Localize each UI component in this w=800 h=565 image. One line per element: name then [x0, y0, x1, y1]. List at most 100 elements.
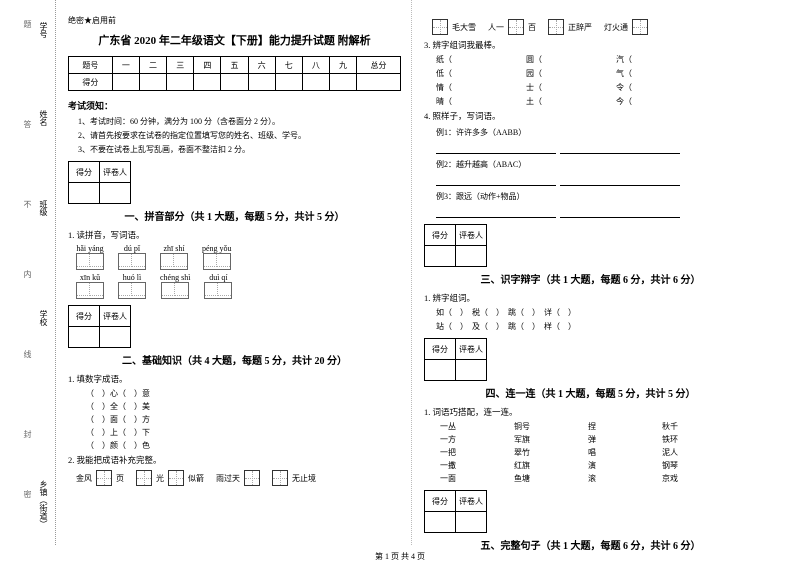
example-row: 例3：跟远（动作+物品） — [436, 191, 757, 202]
word-pair-row[interactable]: 纸（圆（汽（ — [436, 54, 757, 65]
example-text: 例2：越升越高（ABAC） — [436, 160, 526, 169]
match-text: 一把 — [440, 447, 514, 458]
tianzi-box[interactable] — [96, 470, 112, 486]
score-th: 题号 — [69, 57, 113, 74]
tianzi-box[interactable] — [508, 19, 524, 35]
grader-box: 得分评卷人 — [424, 490, 487, 533]
example-row: 例2：越升越高（ABAC） — [436, 159, 757, 170]
blank-line[interactable] — [436, 207, 757, 218]
fill-item[interactable]: （ ）全（ ）美 — [86, 401, 401, 412]
match-text: 一丛 — [440, 421, 514, 432]
q5-text: 跳（ ） — [508, 308, 540, 317]
blank-line[interactable] — [436, 175, 757, 186]
match-text: 鱼塘 — [514, 473, 588, 484]
q2b-heading: 2. 我能把成语补充完整。 — [68, 454, 401, 466]
char-grid[interactable] — [161, 282, 189, 299]
notice-heading: 考试须知： — [68, 99, 401, 112]
match-text: 京戏 — [662, 473, 736, 484]
char-grid[interactable] — [76, 282, 104, 299]
exam-page: 学号 姓名 班级 学校 乡镇（街道） 题 答 不 内 线 封 密 绝密★启用前 … — [0, 0, 800, 545]
q5-text: 跳（ ） — [508, 322, 540, 331]
word-pair-row[interactable]: 情（士（令（ — [436, 82, 757, 93]
char-grid[interactable] — [204, 282, 232, 299]
tianzi-box[interactable] — [272, 470, 288, 486]
score-th: 九 — [329, 57, 356, 74]
word-pair-row[interactable]: 低（园（气（ — [436, 68, 757, 79]
seal-char: 题 — [22, 20, 33, 28]
idiom-text: 雨过天 — [216, 473, 240, 484]
idiom-text: 毛大雪 — [452, 22, 476, 33]
match-text: 翠竹 — [514, 447, 588, 458]
left-column: 绝密★启用前 广东省 2020 年二年级语文【下册】能力提升试题 附解析 题号 … — [56, 0, 411, 545]
pair-text: 气（ — [616, 68, 706, 79]
tianzi-box[interactable] — [244, 470, 260, 486]
gutter-lbl: 学校 — [38, 310, 49, 326]
tianzi-box[interactable] — [168, 470, 184, 486]
fill-item[interactable]: （ ）面（ ）方 — [86, 414, 401, 425]
pinyin-item: péng yǒu — [202, 244, 232, 270]
match-text: 红旗 — [514, 460, 588, 471]
section-1-title: 一、拼音部分（共 1 大题，每题 5 分，共计 5 分） — [68, 208, 401, 223]
match-row[interactable]: 一方军旗弹铁环 — [440, 434, 757, 445]
fill-item[interactable]: （ ）上（ ）下 — [86, 427, 401, 438]
pinyin-text: huó lì — [123, 273, 141, 282]
tianzi-box[interactable] — [632, 19, 648, 35]
seal-char: 内 — [22, 270, 33, 278]
example-text: 例3：跟远（动作+物品） — [436, 192, 525, 201]
fill-item[interactable]: （ ）心（ ）意 — [86, 388, 401, 399]
match-text: 铁环 — [662, 434, 736, 445]
match-text: 唱 — [588, 447, 662, 458]
pair-text: 情（ — [436, 82, 526, 93]
idiom-text: 金风 — [76, 473, 92, 484]
grader-box: 得分评卷人 — [424, 224, 487, 267]
idiom-text: 无止境 — [292, 473, 316, 484]
match-row[interactable]: 一丛铜号捏秋千 — [440, 421, 757, 432]
char-grid[interactable] — [118, 253, 146, 270]
score-th: 一 — [112, 57, 139, 74]
blank-line[interactable] — [436, 143, 757, 154]
pair-text: 纸（ — [436, 54, 526, 65]
tianzi-box[interactable] — [136, 470, 152, 486]
score-th: 四 — [194, 57, 221, 74]
match-text: 一方 — [440, 434, 514, 445]
exam-title: 广东省 2020 年二年级语文【下册】能力提升试题 附解析 — [68, 32, 401, 48]
pinyin-text: xīn kǔ — [80, 273, 100, 282]
score-th: 七 — [275, 57, 302, 74]
seal-char: 封 — [22, 430, 33, 438]
q2-heading: 1. 填数字成语。 — [68, 373, 401, 385]
q5-text: 如（ ） — [436, 308, 468, 317]
score-td: 得分 — [69, 74, 113, 91]
score-th: 三 — [167, 57, 194, 74]
char-grid[interactable] — [118, 282, 146, 299]
tianzi-box[interactable] — [548, 19, 564, 35]
q5-text: 税（ ） — [472, 308, 504, 317]
tianzi-box[interactable] — [432, 19, 448, 35]
pair-text: 士（ — [526, 82, 616, 93]
q1-heading: 1. 读拼音，写词语。 — [68, 229, 401, 241]
q5-text: 样（ ） — [544, 322, 576, 331]
q5-row[interactable]: 站（ ） 及（ ） 跳（ ） 样（ ） — [436, 321, 757, 332]
section-5-title: 五、完整句子（共 1 大题，每题 6 分，共计 6 分） — [424, 537, 757, 552]
notice-item: 2、请首先按要求在试卷的指定位置填写您的姓名、班级、学号。 — [78, 130, 401, 141]
score-value-row: 得分 — [69, 74, 401, 91]
idiom-text: 正辞严 — [568, 22, 592, 33]
grader-th: 评卷人 — [100, 162, 131, 183]
score-header-row: 题号 一 二 三 四 五 六 七 八 九 总分 — [69, 57, 401, 74]
q5-text: 站（ ） — [436, 322, 468, 331]
char-grid[interactable] — [203, 253, 231, 270]
pinyin-item: duì qí — [204, 273, 232, 299]
q5-text: 及（ ） — [472, 322, 504, 331]
pinyin-text: duì qí — [209, 273, 227, 282]
idiom-text: 似箭 — [188, 473, 204, 484]
seal-char: 不 — [22, 200, 33, 208]
match-row[interactable]: 一撒红旗演钢琴 — [440, 460, 757, 471]
fill-item[interactable]: （ ）颜（ ）色 — [86, 440, 401, 451]
match-row[interactable]: 一面鱼塘滚京戏 — [440, 473, 757, 484]
page-footer: 第 1 页 共 4 页 — [0, 551, 800, 562]
q5-row[interactable]: 如（ ） 税（ ） 跳（ ） 详（ ） — [436, 307, 757, 318]
word-pair-row[interactable]: 晴（土（今（ — [436, 96, 757, 107]
grader-box: 得分评卷人 — [68, 305, 131, 348]
match-row[interactable]: 一把翠竹唱泥人 — [440, 447, 757, 458]
char-grid[interactable] — [160, 253, 188, 270]
char-grid[interactable] — [76, 253, 104, 270]
